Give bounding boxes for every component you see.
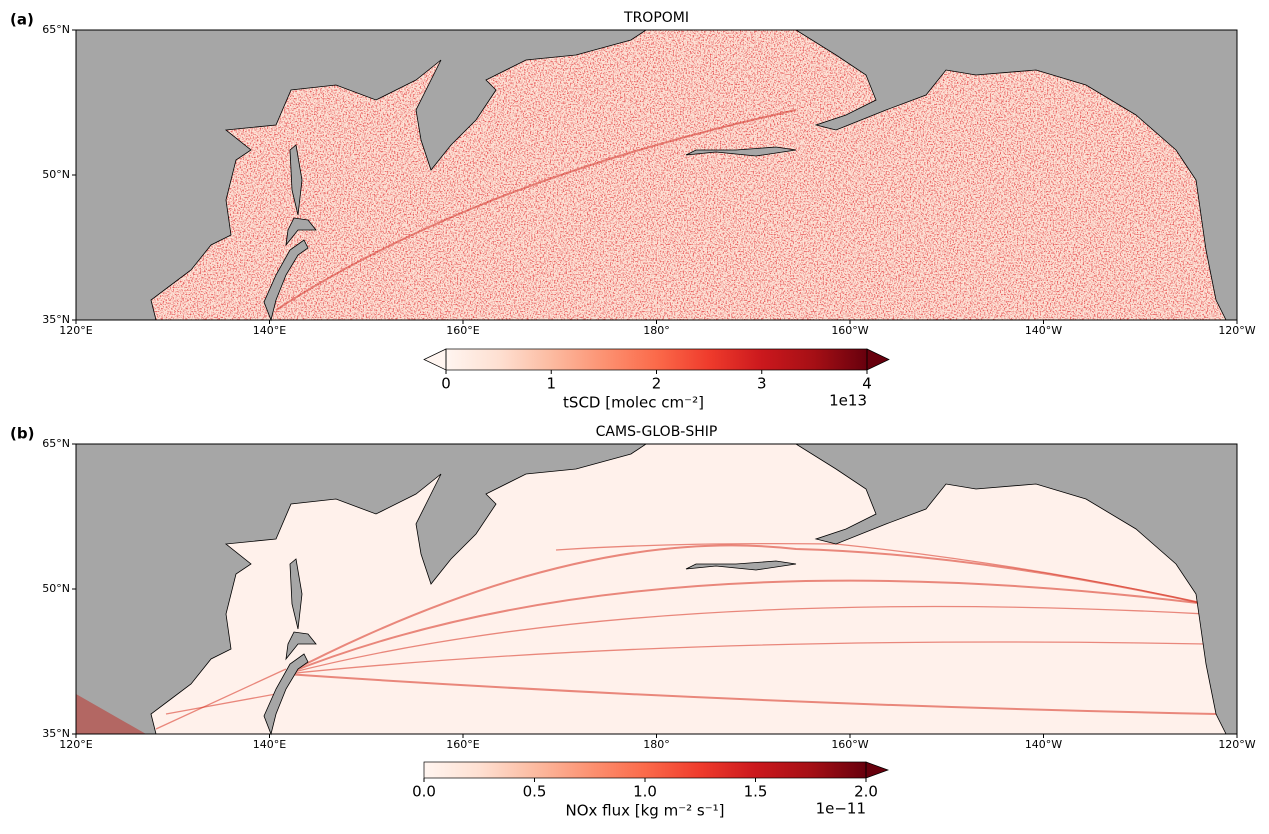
shipping-lane — [285, 641, 1207, 675]
x-tick-label: 180° — [643, 324, 670, 337]
x-tick-label: 160°E — [446, 738, 479, 751]
y-tick-label: 35°N — [42, 727, 70, 740]
colorbar-tick-label: 1 — [546, 375, 556, 393]
colorbar-exponent: 1e−11 — [816, 800, 866, 818]
colorbar: 0 1 2 3 4 tSCD [molec cm⁻²] 1e13 — [423, 348, 890, 412]
x-tick-label: 140°W — [1025, 738, 1062, 751]
panel-label: (a) — [10, 11, 34, 29]
colorbar-tick-label: 2 — [652, 375, 662, 393]
map-title: TROPOMI — [623, 10, 689, 26]
ship-track — [275, 109, 797, 311]
x-tick-label: 120°W — [1218, 738, 1255, 751]
x-tick-label: 140°E — [253, 738, 286, 751]
colorbar-extend-min — [423, 348, 447, 371]
x-tick-label: 160°W — [831, 738, 868, 751]
shipping-lane — [155, 668, 287, 730]
colorbar-tick-label: 2.0 — [854, 783, 878, 801]
colorbar-fill — [446, 349, 867, 370]
port-emissions — [76, 694, 146, 734]
map-panel: (a) TROPOMI 120°E 140°E 160°E 180° 160°W 140°W 1… — [10, 10, 1256, 337]
x-tick-label: 120°E — [59, 324, 92, 337]
colorbar-tick-label: 0.5 — [523, 783, 547, 801]
shipping-lane — [285, 673, 1217, 715]
x-tick-label: 160°E — [446, 324, 479, 337]
y-tick-label: 50°N — [42, 582, 70, 595]
y-tick-label: 65°N — [42, 23, 70, 36]
y-tick-label: 50°N — [42, 168, 70, 181]
x-tick-label: 160°W — [831, 324, 868, 337]
colorbar-tick-label: 0 — [441, 375, 451, 393]
shipping-lane — [555, 542, 1207, 605]
colorbar-extend-max — [865, 761, 890, 779]
x-tick-label: 180° — [643, 738, 670, 751]
colorbar-tick-label: 4 — [862, 375, 872, 393]
shipping-lane — [285, 605, 1207, 675]
x-tick-label: 120°W — [1218, 324, 1255, 337]
colorbar-tick-label: 1.5 — [744, 783, 768, 801]
colorbar-tick-label: 0.0 — [412, 783, 436, 801]
colorbar-extend-max — [866, 348, 890, 371]
map-panel: (b) CAMS-GLOB-SHIP 120°E 140°E 160°E 180° 160°… — [10, 424, 1256, 751]
map-title: CAMS-GLOB-SHIP — [596, 424, 718, 440]
colorbar: 0.0 0.5 1.0 1.5 2.0 NOx flux [kg m⁻² s⁻¹] 1e−1… — [412, 761, 890, 820]
shipping-lane — [165, 693, 277, 715]
colorbar-tick-label: 1.0 — [633, 783, 657, 801]
colorbar-fill — [424, 762, 866, 778]
colorbar-label: NOx flux [kg m⁻² s⁻¹] — [565, 802, 724, 820]
panel-label: (b) — [10, 425, 34, 443]
colorbar-exponent: 1e13 — [829, 392, 867, 410]
colorbar-label: tSCD [molec cm⁻²] — [563, 394, 704, 412]
shipping-lane — [285, 544, 1207, 675]
x-tick-label: 140°W — [1025, 324, 1062, 337]
x-tick-label: 140°E — [253, 324, 286, 337]
colorbar-tick-label: 3 — [757, 375, 767, 393]
x-tick-label: 120°E — [59, 738, 92, 751]
y-tick-label: 35°N — [42, 313, 70, 326]
y-tick-label: 65°N — [42, 437, 70, 450]
shipping-lane — [285, 579, 1207, 675]
map-content — [76, 443, 1227, 735]
